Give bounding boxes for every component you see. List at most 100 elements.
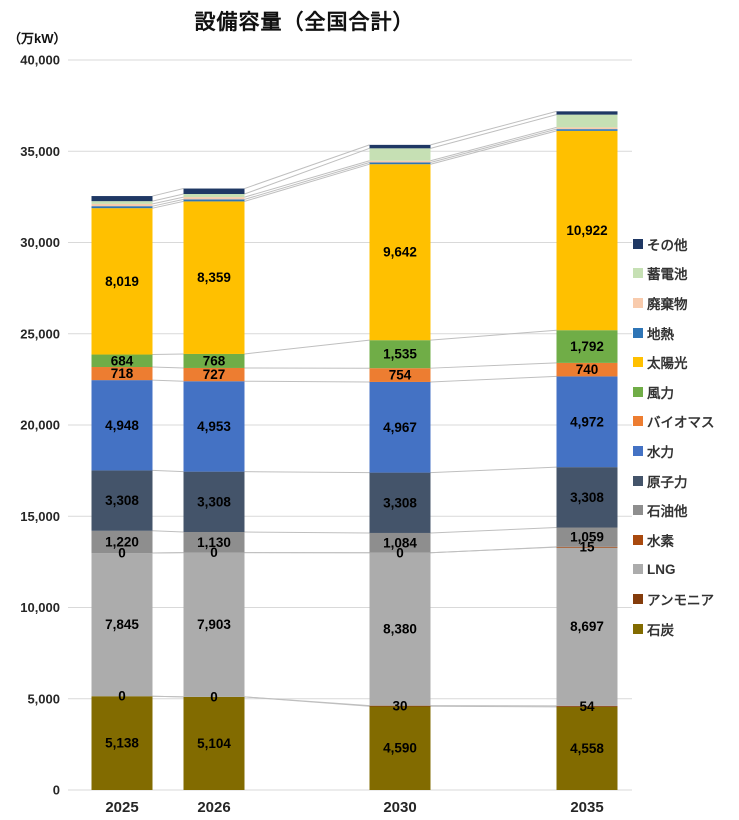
series-connector-line — [244, 380, 370, 383]
y-axis-tick-label: 15,000 — [20, 509, 60, 524]
bar-segment-太陽光 — [556, 130, 618, 331]
legend-item-アンモニア: アンモニア — [633, 584, 737, 614]
bar-segment-石油他 — [556, 527, 618, 547]
bar-segment-原子力 — [91, 470, 153, 531]
y-axis-tick-label: 0 — [53, 783, 60, 798]
data-label-原子力: 3,308 — [383, 495, 417, 510]
data-label-LNG: 8,380 — [383, 622, 417, 637]
series-connector-line — [430, 128, 557, 163]
legend-swatch-icon — [633, 357, 643, 368]
data-label-石油他: 1,130 — [197, 535, 231, 550]
bar-segment-LNG — [91, 553, 153, 697]
y-axis-tick-label: 25,000 — [20, 326, 60, 341]
legend-item-水素: 水素 — [633, 525, 737, 555]
series-connector-line — [430, 705, 557, 708]
bar-segment-LNG — [183, 552, 245, 697]
data-label-原子力: 3,308 — [197, 494, 231, 509]
bar-segment-石油他 — [369, 532, 431, 553]
bar-segment-水素 — [556, 546, 618, 548]
series-connector-line — [152, 196, 184, 205]
bar-segment-蓄電池 — [91, 201, 153, 204]
series-connector-line — [152, 193, 184, 202]
series-connector-line — [244, 160, 370, 198]
bar-segment-アンモニア — [556, 705, 618, 707]
data-label-バイオマス: 754 — [389, 368, 412, 383]
bar-segment-バイオマス — [556, 362, 618, 377]
legend-label: バイオマス — [647, 415, 715, 431]
x-axis-tick-label: 2030 — [383, 799, 416, 816]
legend-swatch-icon — [633, 534, 643, 545]
data-label-風力: 1,792 — [570, 339, 604, 354]
data-label-原子力: 3,308 — [105, 493, 139, 508]
series-connector-line — [152, 469, 184, 473]
legend-swatch-icon — [633, 416, 643, 427]
legend-swatch-icon — [633, 297, 643, 308]
bar-segment-蓄電池 — [556, 114, 618, 128]
x-axis-tick-label: 2025 — [105, 799, 138, 816]
data-label-石炭: 4,558 — [570, 741, 604, 756]
legend-label: 地熱 — [647, 326, 674, 342]
legend-item-石炭: 石炭 — [633, 614, 737, 644]
series-connector-line — [244, 147, 370, 195]
bar-segment-水力 — [183, 381, 245, 472]
bar-segment-太陽光 — [369, 164, 431, 341]
legend-label: 石炭 — [647, 622, 674, 638]
bar-segment-蓄電池 — [369, 148, 431, 161]
data-label-バイオマス: 718 — [111, 366, 134, 381]
y-axis-unit-label: （万kW） — [8, 31, 67, 46]
series-connector-line — [244, 144, 370, 190]
data-label-太陽光: 8,019 — [105, 274, 139, 289]
data-label-水素: 15 — [579, 539, 595, 554]
series-connector-line — [430, 546, 557, 554]
legend-item-水力: 水力 — [633, 436, 737, 466]
series-connector-line — [152, 530, 184, 533]
legend-label: アンモニア — [647, 592, 714, 608]
series-connector-line — [244, 161, 370, 200]
legend-swatch-icon — [633, 268, 643, 279]
series-connector-line — [152, 366, 184, 369]
data-label-太陽光: 8,359 — [197, 270, 231, 285]
bar-segment-風力 — [369, 340, 431, 369]
data-label-アンモニア: 30 — [392, 698, 407, 713]
series-connector-line — [152, 379, 184, 382]
bar-segment-廃棄物 — [556, 127, 618, 130]
series-connector-line — [430, 110, 557, 146]
data-label-LNG: 7,845 — [105, 617, 139, 632]
data-label-石油他: 1,084 — [383, 535, 417, 550]
bar-segment-石炭 — [369, 706, 431, 790]
data-label-水力: 4,948 — [105, 418, 139, 433]
y-axis-tick-label: 40,000 — [20, 53, 60, 68]
legend-label: LNG — [647, 561, 676, 577]
data-label-アンモニア: 0 — [210, 689, 218, 704]
x-axis-tick-label: 2026 — [197, 799, 230, 816]
bar-segment-原子力 — [183, 471, 245, 532]
legend-item-廃棄物: 廃棄物 — [633, 288, 737, 318]
legend-swatch-icon — [633, 238, 643, 249]
data-label-LNG: 7,903 — [197, 617, 231, 632]
series-connector-line — [430, 114, 557, 149]
bar-segment-地熱 — [369, 162, 431, 165]
data-label-石炭: 5,138 — [105, 736, 139, 751]
bar-segment-バイオマス — [91, 367, 153, 381]
series-connector-line — [152, 200, 184, 209]
legend-label: 水素 — [647, 533, 674, 549]
bar-segment-LNG — [556, 547, 618, 706]
y-axis-tick-label: 30,000 — [20, 235, 60, 250]
data-label-風力: 768 — [203, 353, 226, 368]
bar-segment-LNG — [369, 552, 431, 706]
series-connector-line — [430, 126, 557, 162]
series-connector-line — [430, 466, 557, 474]
series-connector-line — [244, 163, 370, 202]
bar-segment-廃棄物 — [91, 203, 153, 207]
legend-item-LNG: LNG — [633, 555, 737, 585]
y-axis-tick-label: 10,000 — [20, 600, 60, 615]
legend-item-蓄電池: 蓄電池 — [633, 259, 737, 289]
bar-segment-原子力 — [369, 472, 431, 533]
bar-segment-風力 — [183, 353, 245, 368]
data-label-水素: 0 — [396, 545, 404, 560]
legend-item-その他: その他 — [633, 229, 737, 259]
bar-segment-その他 — [556, 111, 618, 115]
legend-swatch-icon — [633, 623, 643, 634]
legend-swatch-icon — [633, 564, 643, 575]
